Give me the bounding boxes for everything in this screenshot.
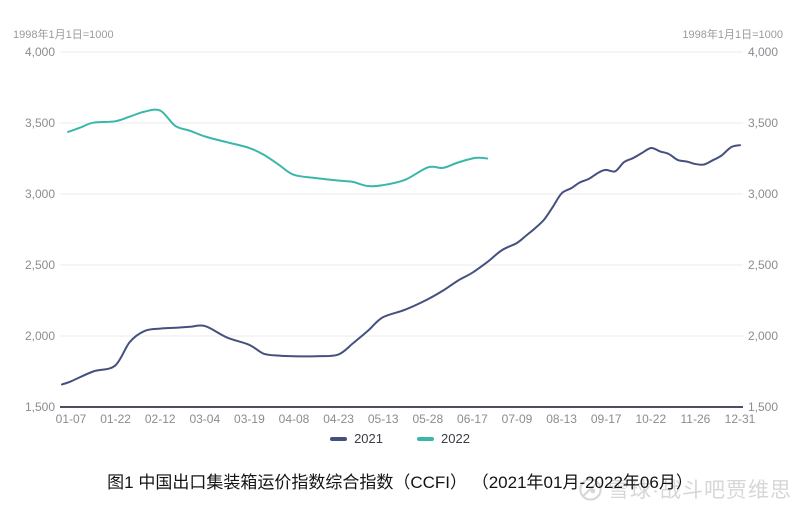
- y-axis-label-left: 3,000: [25, 187, 55, 201]
- x-axis-label: 11-26: [680, 412, 710, 426]
- x-axis-label: 06-17: [457, 412, 488, 426]
- xueqiu-camera-icon: [579, 477, 602, 501]
- x-axis-label: 05-28: [412, 412, 443, 426]
- x-axis-label: 02-12: [145, 412, 176, 426]
- legend-swatch-2021: [330, 436, 348, 441]
- x-axis-label: 01-22: [100, 412, 131, 426]
- watermark: 雪球·战斗吧贾维思: [578, 474, 792, 504]
- y-axis-label-left: 4,000: [25, 45, 55, 59]
- x-axis-label: 05-13: [368, 412, 399, 426]
- series-line-2021: [61, 144, 741, 386]
- index-base-note-right: 1998年1月1日=1000: [682, 29, 783, 41]
- y-axis-label-left: 3,500: [25, 116, 55, 130]
- y-axis-label-left: 2,000: [25, 329, 55, 343]
- y-axis-label-right: 3,000: [748, 187, 778, 201]
- legend-label-2022: 2022: [441, 431, 470, 446]
- y-axis-label-right: 3,500: [748, 116, 778, 130]
- chart-legend: 2021 2022: [0, 431, 800, 446]
- x-axis-label: 03-04: [189, 412, 220, 426]
- y-axis-label-right: 2,000: [748, 329, 778, 343]
- y-axis-label-left: 2,500: [25, 258, 55, 272]
- legend-label-2021: 2021: [354, 431, 383, 446]
- x-axis-label: 08-13: [546, 412, 577, 426]
- y-axis-label-right: 2,500: [748, 258, 778, 272]
- watermark-text: 雪球·战斗吧贾维思: [608, 479, 792, 502]
- y-axis-label-right: 1,500: [748, 400, 778, 414]
- legend-swatch-2022: [417, 436, 434, 441]
- x-axis-label: 12-31: [725, 412, 756, 426]
- x-axis-label: 03-19: [234, 412, 265, 426]
- y-axis-label-right: 4,000: [748, 45, 778, 59]
- legend-item-2021[interactable]: 2021: [330, 431, 383, 446]
- x-axis-label: 07-09: [502, 412, 533, 426]
- index-base-note-left: 1998年1月1日=1000: [13, 29, 114, 41]
- y-axis-label-left: 1,500: [25, 400, 55, 414]
- x-axis-label: 10-22: [635, 412, 666, 426]
- ccfi-line-chart: 4,000 4,000 3,500 3,500 3,000 3,000 2,500 2,500…: [25, 45, 778, 426]
- x-axis-label: 04-08: [279, 412, 310, 426]
- series-line-2022: [67, 108, 489, 188]
- x-axis-label: 09-17: [591, 412, 622, 426]
- x-axis-label: 04-23: [323, 412, 354, 426]
- x-axis-label: 01-07: [56, 412, 87, 426]
- chart-caption: 图1 中国出口集装箱运价指数综合指数（CCFI） （2021年01月-2022年…: [107, 473, 693, 492]
- legend-item-2022[interactable]: 2022: [417, 431, 470, 446]
